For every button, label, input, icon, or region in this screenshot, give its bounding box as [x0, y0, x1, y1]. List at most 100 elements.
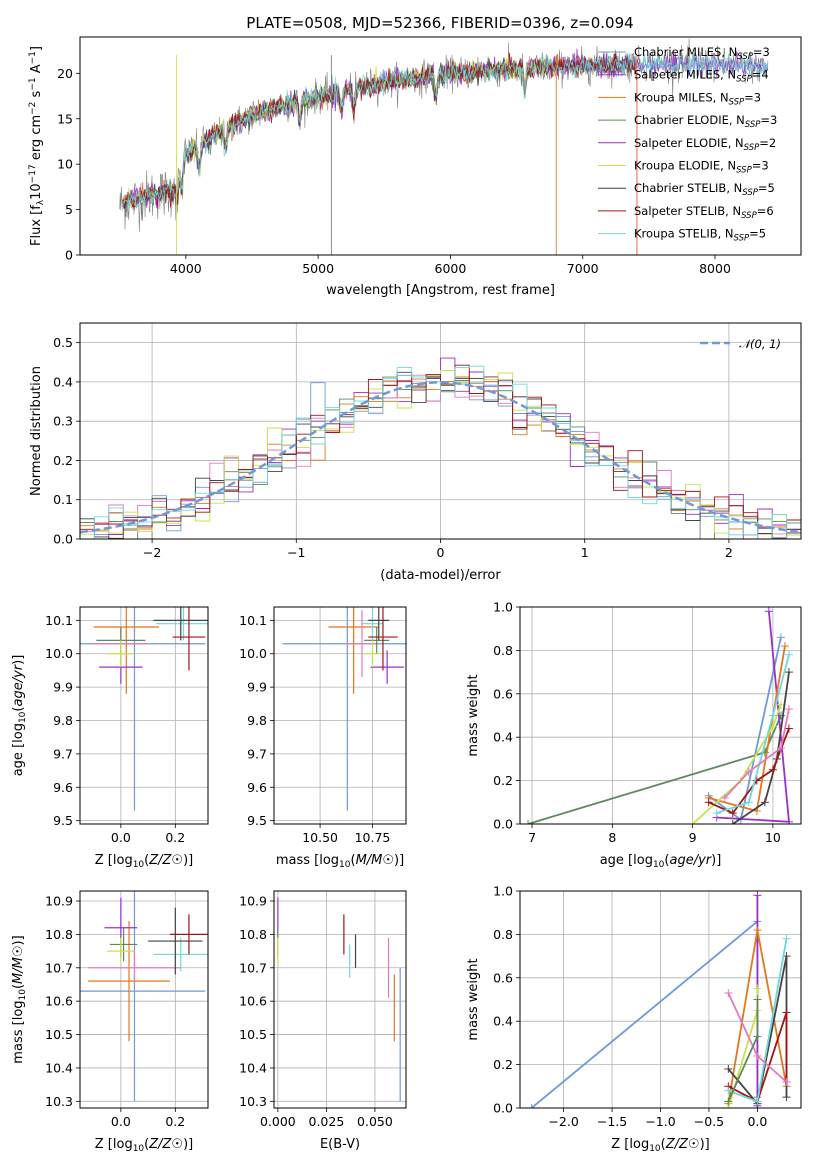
x-tick-label: 0.050: [357, 1114, 393, 1129]
age_vs_Z-ylabel-part: 10: [18, 711, 28, 723]
age_vs_Z-ylabel: age [log10(age/yr)]: [11, 655, 28, 777]
mass_vs_Z-xlabel-part: Z [: [95, 1137, 113, 1152]
x-tick-label: 9: [689, 830, 697, 845]
weight_vs_Z-frame: [519, 890, 802, 1109]
y-tick-label: 15: [57, 111, 73, 126]
age_vs_mass-xlabel-part: log: [319, 853, 339, 868]
mass_vs_ebv-axes: 0.000 0.025 0.050 10.3 10.4 10.5 10.6 10.7 10.8 1…: [239, 891, 406, 1129]
spectrum-ylabel-part: s: [29, 90, 44, 101]
y-tick-label: 9.8: [53, 713, 73, 728]
weight_vs_Z-axes: −2.0 −1.5 −1.0 −0.5 0.0 0.0 0.2 0.4 0.6 0.8 1.0: [493, 884, 801, 1129]
weight_vs_age-xlabel-part: ]: [716, 853, 721, 868]
residual-ylabel: Normed distribution: [29, 366, 44, 496]
weight-line: [727, 1012, 788, 1103]
y-tick-label: 9.7: [53, 746, 73, 761]
legend-label-part: =6: [757, 204, 774, 218]
age_vs_mass-frame: [273, 606, 407, 825]
mass_vs_Z-ylabel: mass [log10(M/M☉)]: [11, 935, 28, 1063]
mass_vs_Z-ylabel-part: 10: [18, 989, 28, 1001]
weight_vs_Z-xlabel-part: 10: [649, 1144, 661, 1154]
x-tick-label: 0.2: [165, 1114, 185, 1129]
legend-label-part: Kroupa STELIB, N: [634, 227, 734, 241]
age_vs_Z-ylabel-part: (: [11, 707, 26, 712]
legend-label-part: SSP: [729, 97, 745, 107]
spectrum-ylabel-part: −1: [28, 77, 38, 90]
mass_vs_Z-axes: 0.0 0.2 10.3 10.4 10.5 10.6 10.7 10.8 10.9: [45, 891, 208, 1129]
age_vs_Z-ylabel-part: age/yr: [11, 663, 26, 706]
x-tick-label: −2.0: [548, 1114, 578, 1129]
x-tick-label: 0: [437, 545, 445, 560]
residual-lines: [80, 357, 801, 539]
x-tick-label: 7000: [567, 261, 599, 276]
weight_vs_age-ylabel: mass weight: [466, 674, 481, 756]
age_vs_Z-xlabel-part: (: [144, 853, 149, 868]
legend-label-part: SSP: [744, 143, 760, 153]
mass_vs_ebv-frame: [273, 890, 407, 1109]
age_vs_Z-ylabel-part: ): [11, 660, 26, 665]
mass_vs_Z-ylabel-part: (: [11, 984, 26, 989]
age_vs_mass-axes: 10.50 10.75 9.5 9.6 9.7 9.8 9.9 10.0 10.1: [239, 607, 406, 845]
y-tick-label: 0.8: [493, 643, 513, 658]
y-tick-label: 9.9: [53, 680, 73, 695]
weight-line: [531, 919, 759, 1108]
mass_vs_Z-xlabel-part: 10: [133, 1144, 145, 1154]
age_vs_mass-xlabel-part: (: [350, 853, 355, 868]
y-tick-label: 0.0: [493, 817, 513, 832]
mass_vs_Z-xlabel-part: log: [113, 1137, 133, 1152]
residual-histogram: [80, 374, 801, 535]
legend-label: Salpeter STELIB, NSSP=6: [634, 204, 774, 221]
mass_vs_Z-xlabel-part: Z/Z☉: [148, 1137, 183, 1152]
weight_vs_Z-xlabel-part: log: [629, 1137, 649, 1152]
legend-label: Kroupa ELODIE, NSSP=3: [634, 159, 769, 176]
age_vs_Z-xlabel-part: log: [113, 853, 133, 868]
age_vs_Z-ylabel-part: age [: [11, 743, 26, 776]
legend-label: Chabrier ELODIE, NSSP=3: [634, 113, 777, 130]
y-tick-label: 10.5: [45, 1027, 73, 1042]
y-tick-label: 10.9: [239, 894, 267, 909]
age_vs_mass-xlabel: mass [log10(M/M☉)]: [276, 853, 404, 870]
y-tick-label: 10.7: [45, 960, 73, 975]
age_vs_Z-ylabel-part: log: [11, 723, 26, 743]
y-tick-label: 0: [65, 248, 73, 263]
y-tick-label: 0.8: [493, 927, 513, 942]
weight_vs_Z-xlabel: Z [log10(Z/Z☉)]: [611, 1137, 710, 1154]
y-tick-label: 10.5: [239, 1027, 267, 1042]
y-tick-label: 0.5: [53, 335, 73, 350]
mass_vs_Z-ylabel-part: log: [11, 1000, 26, 1020]
x-tick-label: −1: [287, 545, 305, 560]
mass_vs_ebv-xlabel-part: E(B-V): [320, 1137, 360, 1152]
spectrum-ylabel-part: λ: [36, 199, 46, 205]
y-tick-label: 10.3: [45, 1094, 73, 1109]
y-tick-label: 10.4: [45, 1060, 73, 1075]
x-tick-label: 0.0: [111, 1114, 131, 1129]
x-tick-label: 7: [528, 830, 536, 845]
y-tick-label: 10.8: [239, 927, 267, 942]
legend-label-part: SSP: [734, 234, 750, 244]
x-tick-label: −2: [143, 545, 161, 560]
weight_vs_Z-xlabel-part: ): [700, 1137, 705, 1152]
x-tick-label: 0.0: [111, 830, 131, 845]
legend-label-part: SSP: [736, 166, 752, 176]
legend-label-part: =2: [759, 136, 776, 150]
spectrum-ylabel-part: erg cm: [29, 115, 44, 164]
age_vs_mass-xlabel-part: mass [: [276, 853, 319, 868]
spectrum-xlabel: wavelength [Angstrom, rest frame]: [326, 283, 555, 298]
residual-legend-label: 𝒩(0, 1): [739, 337, 781, 351]
y-tick-label: 0.4: [53, 374, 73, 389]
age_vs_Z-xlabel: Z [log10(Z/Z☉)]: [95, 853, 194, 870]
legend-label-part: Salpeter STELIB, N: [634, 204, 741, 218]
age_vs_Z-axes: 0.0 0.2 9.5 9.6 9.7 9.8 9.9 10.0 10.1: [45, 607, 208, 845]
weight_vs_age-frame: [519, 606, 802, 825]
y-tick-label: 10.8: [45, 927, 73, 942]
age_vs_mass-points: [282, 607, 406, 811]
legend-label: Salpeter MILES, NSSP=4: [634, 68, 769, 85]
mass_vs_Z-ylabel-part: ]: [11, 935, 26, 940]
x-tick-label: 1: [581, 545, 589, 560]
weight_vs_age-xlabel-part: (: [664, 853, 669, 868]
age_vs_Z-points: [80, 607, 208, 811]
spectrum-ylabel: Flux [fλ10−17 erg cm−2 s−1 A−1]: [28, 46, 46, 246]
age_vs_Z-frame: [79, 606, 209, 825]
spectrum-ylabel-part: 10: [29, 183, 44, 200]
weight_vs_Z-lines: [527, 891, 791, 1108]
x-tick-label: −1.0: [645, 1114, 675, 1129]
